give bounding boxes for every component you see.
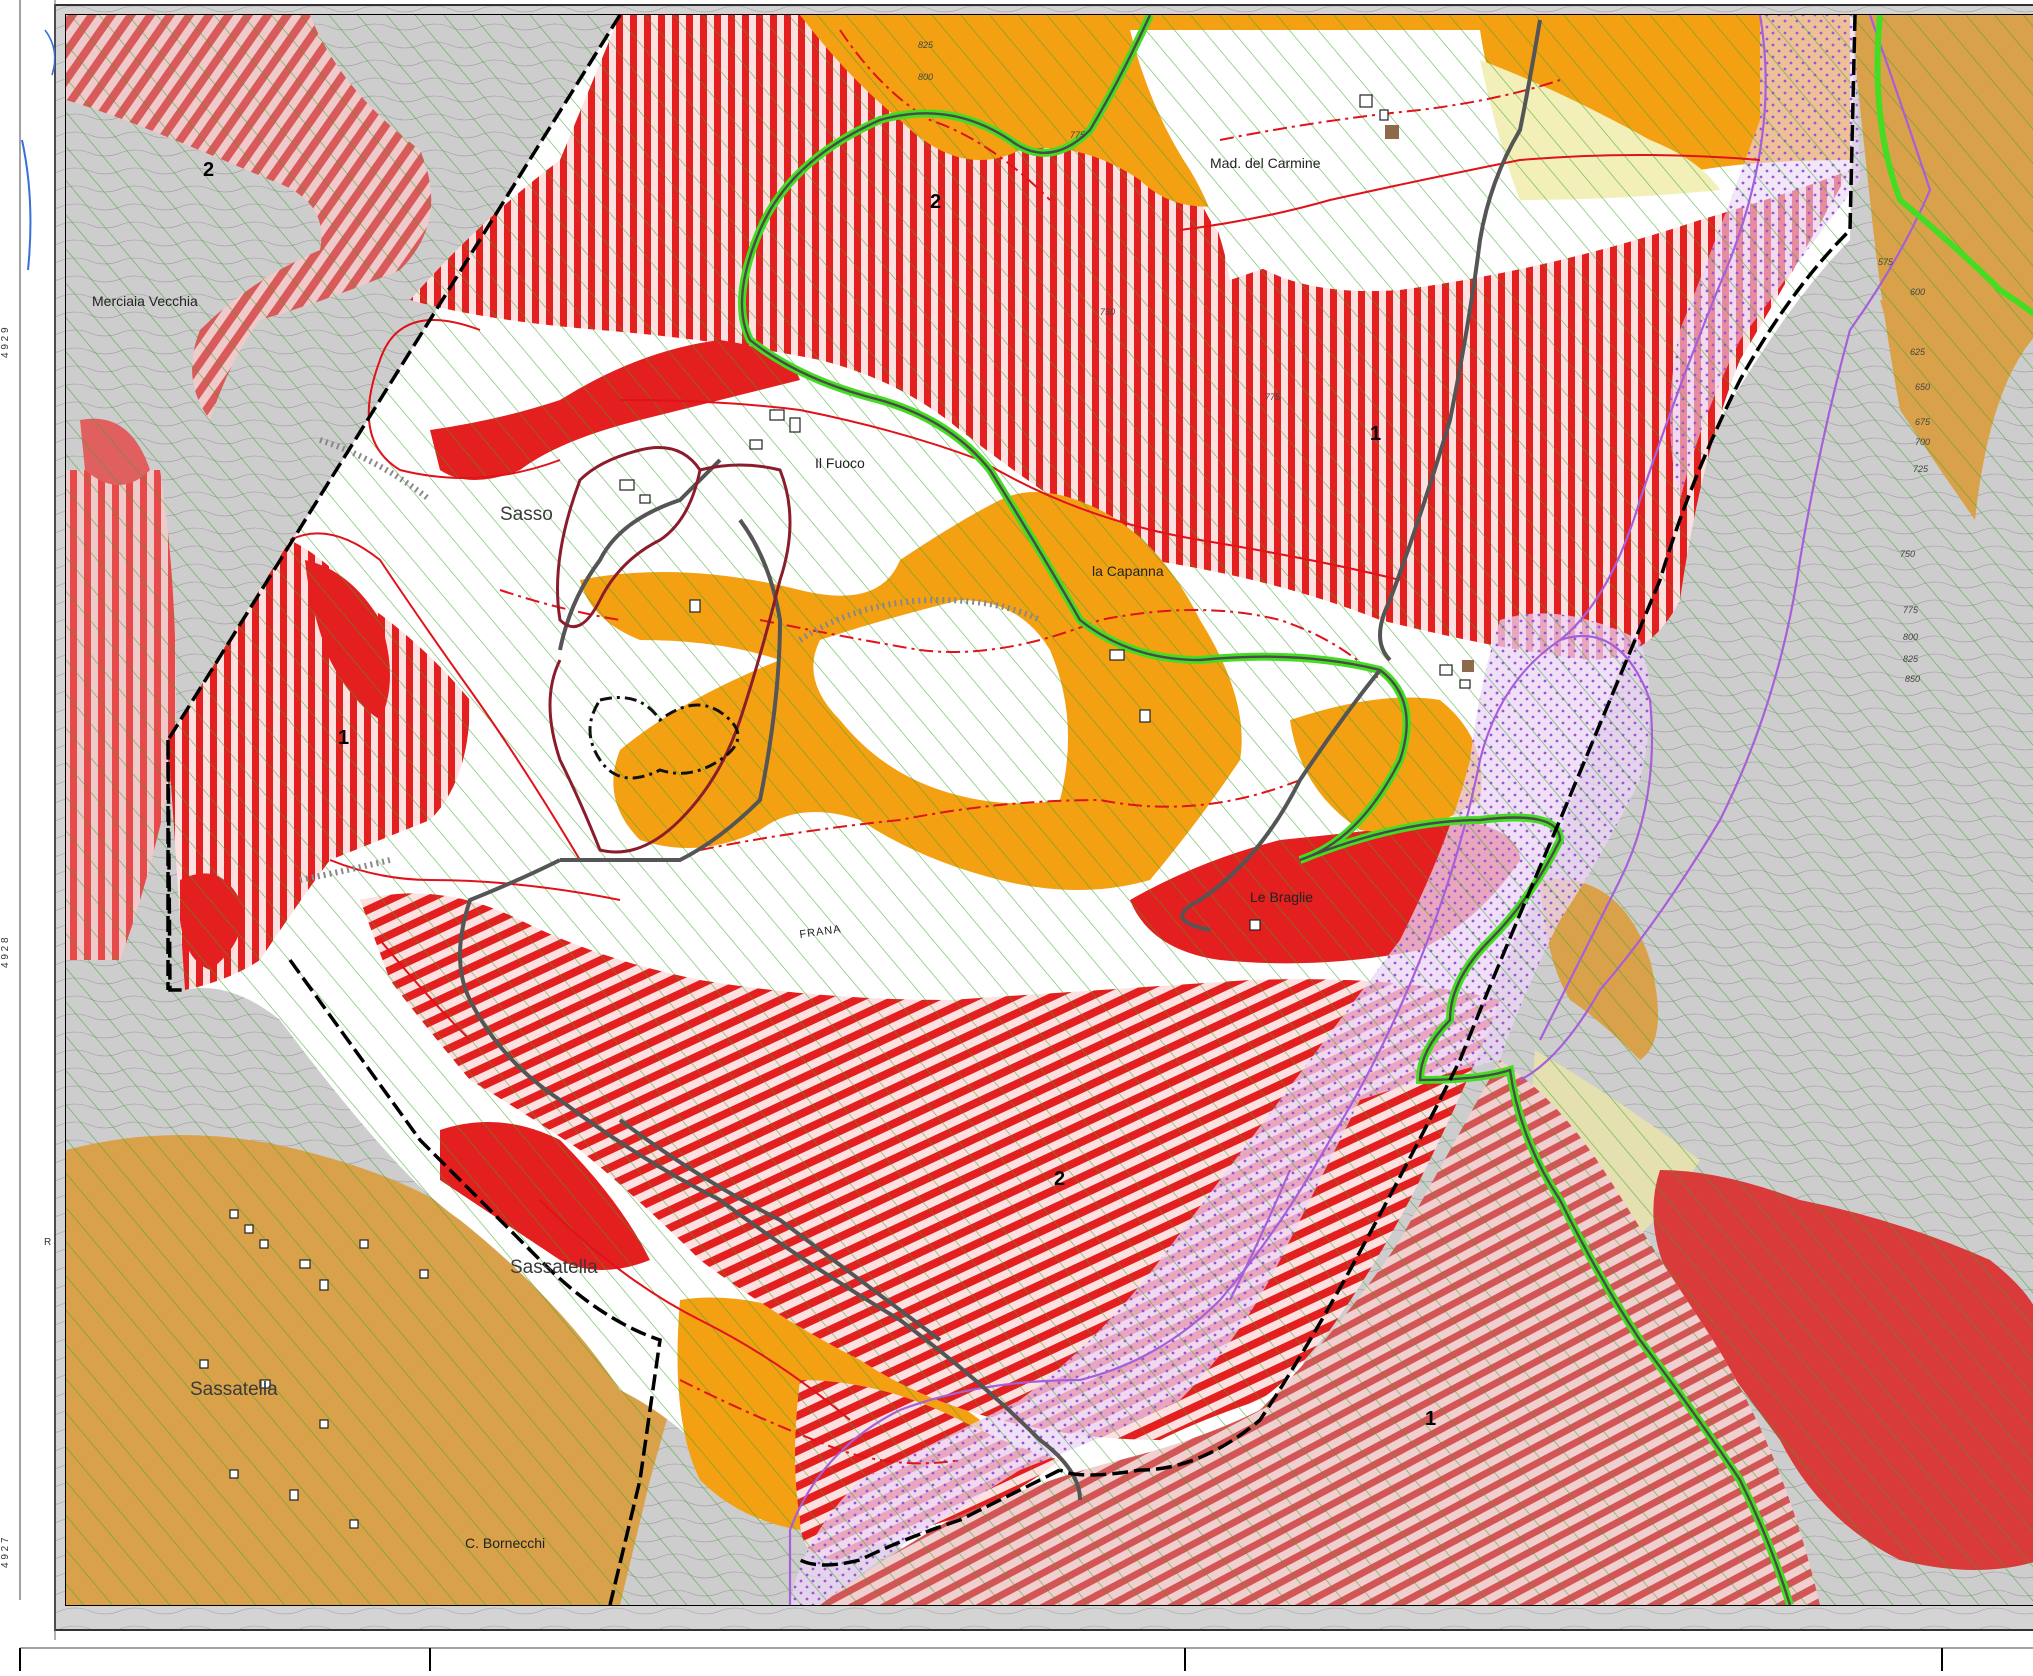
contour-label: 750 <box>1900 549 1915 559</box>
contour-label: 725 <box>1913 464 1929 474</box>
contour-label: 675 <box>1915 417 1931 427</box>
margin-label: 4 9 2 9 <box>0 327 11 358</box>
place-name: la Capanna <box>1092 563 1164 579</box>
contour-label: 650 <box>1915 382 1930 392</box>
margin-label: 4 9 2 7 <box>0 1537 11 1568</box>
place-name: Sassatella <box>190 1379 278 1400</box>
contour-label: 750 <box>1100 307 1115 317</box>
contour-label: 625 <box>1910 347 1926 357</box>
zone-label: 1 <box>1425 1408 1436 1430</box>
place-name: Le Braglie <box>1250 889 1313 905</box>
zone-label: 2 <box>203 159 214 181</box>
zone-label: 1 <box>338 727 349 749</box>
margin-label: R <box>44 1237 51 1248</box>
place-name: Il Fuoco <box>815 455 865 471</box>
place-name: Mad. del Carmine <box>1210 155 1321 171</box>
contour-label: 850 <box>1905 674 1920 684</box>
margin-label: 4 9 2 8 <box>0 937 11 968</box>
place-name: Sassatella <box>510 1257 598 1278</box>
contour-label: 700 <box>1915 437 1930 447</box>
contour-label: 575 <box>1878 257 1894 267</box>
contour-label: 600 <box>1910 287 1925 297</box>
vegetation-hatch <box>66 15 2033 1605</box>
contour-label: 825 <box>918 40 934 50</box>
zone-label: 2 <box>1054 1168 1065 1190</box>
contour-label: 800 <box>1903 632 1918 642</box>
contour-label: 775 <box>1070 130 1086 140</box>
contour-label: 775 <box>1903 605 1919 615</box>
zone-label: 1 <box>1370 423 1381 445</box>
zone-label: 2 <box>930 191 941 213</box>
contour-label: 825 <box>1903 654 1919 664</box>
place-name: Sasso <box>500 504 553 525</box>
place-name: C. Bornecchi <box>465 1535 545 1551</box>
contour-label: 775 <box>1265 392 1281 402</box>
place-name: Merciaia Vecchia <box>92 293 198 309</box>
contour-label: 800 <box>918 72 933 82</box>
